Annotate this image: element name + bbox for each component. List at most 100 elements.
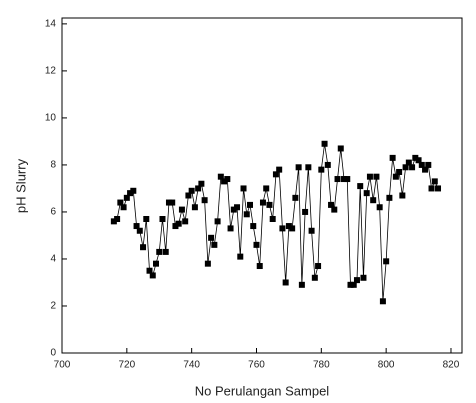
data-point	[405, 159, 412, 166]
data-point	[295, 164, 302, 171]
data-point	[357, 183, 364, 190]
data-point	[311, 274, 318, 281]
data-point	[162, 248, 169, 255]
data-point	[211, 241, 218, 248]
y-axis-label: pH Slurry	[13, 158, 28, 213]
data-point	[149, 272, 156, 279]
x-tick-label: 820	[443, 360, 460, 371]
y-tick-label: 4	[50, 254, 56, 265]
data-point	[321, 140, 328, 147]
data-point	[422, 166, 429, 173]
plot-frame	[61, 17, 463, 354]
data-point	[250, 223, 257, 230]
data-point	[136, 227, 143, 234]
data-point	[373, 173, 380, 180]
x-tick-label: 700	[54, 360, 71, 371]
x-axis-label: No Perulangan Sampel	[195, 383, 330, 398]
data-point	[425, 161, 432, 168]
data-point	[263, 185, 270, 192]
data-point	[201, 197, 208, 204]
data-point	[243, 211, 250, 218]
data-point	[133, 223, 140, 230]
data-point	[208, 234, 215, 241]
data-point	[331, 206, 338, 213]
data-point	[379, 298, 386, 305]
data-point	[198, 180, 205, 187]
y-tick-label: 2	[50, 301, 56, 312]
y-tick-label: 12	[45, 66, 57, 77]
data-point	[146, 267, 153, 274]
data-point	[353, 277, 360, 284]
x-tick-label: 800	[378, 360, 395, 371]
data-point	[140, 244, 147, 251]
data-point	[409, 164, 416, 171]
data-point	[282, 279, 289, 286]
data-point	[234, 204, 241, 211]
y-tick-label: 14	[45, 19, 57, 30]
data-point	[302, 208, 309, 215]
data-point	[272, 171, 279, 178]
data-point	[269, 216, 276, 222]
data-point	[341, 176, 348, 183]
data-point	[221, 178, 228, 185]
data-point	[224, 176, 231, 183]
data-point	[285, 223, 292, 230]
data-point	[337, 145, 344, 152]
y-tick-label: 10	[45, 113, 57, 124]
data-point	[308, 227, 315, 234]
data-point	[266, 201, 273, 208]
data-point	[185, 192, 192, 199]
data-point	[324, 161, 331, 168]
data-point	[392, 173, 399, 180]
data-point	[366, 173, 373, 180]
data-point	[240, 185, 247, 192]
data-point	[227, 225, 234, 232]
data-point	[153, 260, 160, 267]
data-point	[276, 166, 283, 173]
data-point	[230, 206, 237, 213]
data-point	[279, 225, 286, 232]
y-tick-label: 0	[50, 348, 56, 359]
data-point	[376, 204, 383, 211]
data-point	[175, 220, 182, 227]
data-point	[360, 274, 367, 281]
data-point	[247, 201, 254, 208]
data-point	[143, 216, 150, 222]
data-point	[402, 164, 409, 171]
data-point	[344, 176, 351, 183]
data-point	[256, 263, 263, 270]
data-point	[383, 258, 390, 265]
data-point	[117, 199, 124, 206]
data-point	[191, 204, 198, 211]
data-point	[169, 199, 176, 206]
data-point	[386, 194, 393, 201]
data-point	[435, 185, 442, 192]
data-point	[214, 218, 221, 225]
data-point	[399, 192, 406, 199]
data-point	[298, 281, 305, 288]
data-point	[431, 178, 438, 185]
data-point	[428, 185, 435, 192]
series-line	[113, 143, 439, 302]
data-point	[120, 204, 127, 211]
data-point	[318, 166, 325, 173]
data-point	[130, 187, 137, 194]
data-point	[159, 216, 166, 222]
data-point	[156, 248, 163, 255]
data-point	[127, 190, 134, 197]
data-point	[188, 187, 195, 194]
data-point	[363, 190, 370, 197]
data-point	[396, 168, 403, 175]
data-point	[334, 176, 341, 183]
data-point	[350, 281, 357, 288]
data-point	[347, 281, 354, 288]
x-tick-label: 740	[183, 360, 200, 371]
y-tick-label: 8	[50, 160, 56, 171]
data-point	[172, 223, 179, 230]
data-point	[204, 260, 211, 267]
x-tick-label: 760	[248, 360, 265, 371]
x-tick-label: 720	[118, 360, 135, 371]
data-point	[114, 216, 121, 222]
data-point	[165, 199, 172, 206]
